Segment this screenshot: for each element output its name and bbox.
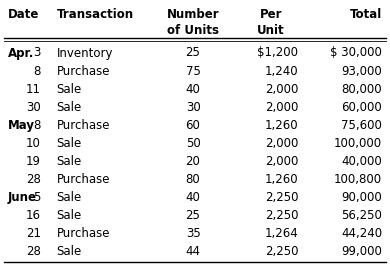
Text: 10: 10 xyxy=(26,136,41,150)
Text: 30: 30 xyxy=(186,100,200,114)
Text: Sale: Sale xyxy=(57,154,82,168)
Text: Purchase: Purchase xyxy=(57,227,110,240)
Text: 16: 16 xyxy=(26,209,41,222)
Text: 40: 40 xyxy=(186,191,200,204)
Text: Sale: Sale xyxy=(57,82,82,96)
Text: 8: 8 xyxy=(34,118,41,132)
Text: 25: 25 xyxy=(186,209,200,222)
Text: 99,000: 99,000 xyxy=(341,245,382,258)
Text: Per
Unit: Per Unit xyxy=(257,8,285,37)
Text: 93,000: 93,000 xyxy=(342,64,382,78)
Text: Sale: Sale xyxy=(57,209,82,222)
Text: 40,000: 40,000 xyxy=(342,154,382,168)
Text: Total: Total xyxy=(350,8,382,21)
Text: 2,250: 2,250 xyxy=(265,245,298,258)
Text: 30: 30 xyxy=(26,100,41,114)
Text: 8: 8 xyxy=(34,64,41,78)
Text: 44,240: 44,240 xyxy=(341,227,382,240)
Text: 3: 3 xyxy=(34,46,41,60)
Text: Sale: Sale xyxy=(57,191,82,204)
Text: 1,240: 1,240 xyxy=(265,64,298,78)
Text: May: May xyxy=(8,118,35,132)
Text: 2,000: 2,000 xyxy=(265,154,298,168)
Text: 1,260: 1,260 xyxy=(265,173,298,186)
Text: $1,200: $1,200 xyxy=(257,46,298,60)
Text: 50: 50 xyxy=(186,136,200,150)
Text: Number
of Units: Number of Units xyxy=(167,8,219,37)
Text: 1,260: 1,260 xyxy=(265,118,298,132)
Text: 100,000: 100,000 xyxy=(334,136,382,150)
Text: Purchase: Purchase xyxy=(57,64,110,78)
Text: 19: 19 xyxy=(26,154,41,168)
Text: 1,264: 1,264 xyxy=(264,227,298,240)
Text: 2,000: 2,000 xyxy=(265,136,298,150)
Text: 11: 11 xyxy=(26,82,41,96)
Text: 80: 80 xyxy=(186,173,200,186)
Text: Apr.: Apr. xyxy=(8,46,34,60)
Text: Inventory: Inventory xyxy=(57,46,113,60)
Text: 56,250: 56,250 xyxy=(341,209,382,222)
Text: $ 30,000: $ 30,000 xyxy=(330,46,382,60)
Text: 75: 75 xyxy=(186,64,200,78)
Text: 20: 20 xyxy=(186,154,200,168)
Text: 2,000: 2,000 xyxy=(265,82,298,96)
Text: June: June xyxy=(8,191,37,204)
Text: 60,000: 60,000 xyxy=(342,100,382,114)
Text: 90,000: 90,000 xyxy=(342,191,382,204)
Text: 80,000: 80,000 xyxy=(342,82,382,96)
Text: Transaction: Transaction xyxy=(57,8,134,21)
Text: 40: 40 xyxy=(186,82,200,96)
Text: 5: 5 xyxy=(34,191,41,204)
Text: 21: 21 xyxy=(26,227,41,240)
Text: 2,250: 2,250 xyxy=(265,191,298,204)
Text: 2,000: 2,000 xyxy=(265,100,298,114)
Text: 35: 35 xyxy=(186,227,200,240)
Text: Purchase: Purchase xyxy=(57,118,110,132)
Text: Purchase: Purchase xyxy=(57,173,110,186)
Text: 100,800: 100,800 xyxy=(334,173,382,186)
Text: 28: 28 xyxy=(26,245,41,258)
Text: Sale: Sale xyxy=(57,100,82,114)
Text: Sale: Sale xyxy=(57,136,82,150)
Text: 25: 25 xyxy=(186,46,200,60)
Text: 60: 60 xyxy=(186,118,200,132)
Text: 75,600: 75,600 xyxy=(341,118,382,132)
Text: Sale: Sale xyxy=(57,245,82,258)
Text: 44: 44 xyxy=(186,245,200,258)
Text: 28: 28 xyxy=(26,173,41,186)
Text: Date: Date xyxy=(8,8,39,21)
Text: 2,250: 2,250 xyxy=(265,209,298,222)
